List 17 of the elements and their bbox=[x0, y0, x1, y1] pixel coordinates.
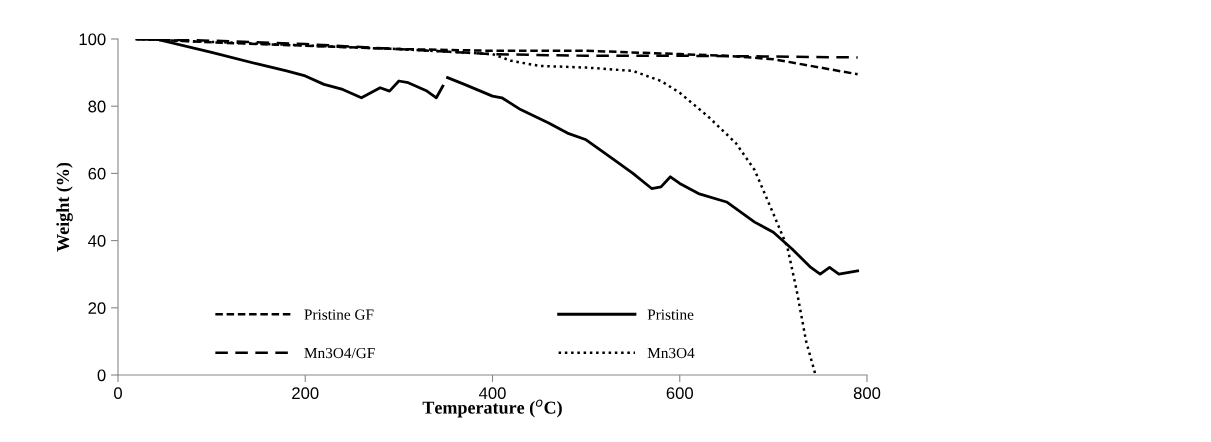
y-tick-label: 80 bbox=[88, 100, 106, 113]
x-tick-label: 600 bbox=[666, 387, 693, 400]
y-tick-label: 60 bbox=[88, 167, 106, 180]
y-axis-title: Weight (%) bbox=[56, 162, 73, 252]
x-tick-label: 800 bbox=[853, 387, 881, 400]
y-tick-label: 40 bbox=[88, 235, 106, 247]
y-tick-label: 100 bbox=[79, 33, 106, 46]
x-tick-label: 200 bbox=[292, 387, 319, 400]
legend-label: Mn3O4/GF bbox=[304, 347, 375, 359]
legend-label: Pristine GF bbox=[304, 309, 374, 320]
x-tick-label: 0 bbox=[114, 387, 122, 400]
x-axis-title: Temperature ($^{o}$C) bbox=[422, 399, 562, 418]
x-tick-label: 400 bbox=[478, 387, 506, 400]
y-tick-label: 20 bbox=[88, 302, 106, 314]
legend-label: Mn3O4 bbox=[647, 347, 695, 359]
y-tick-label: 0 bbox=[97, 369, 106, 382]
legend-label: Pristine bbox=[647, 309, 694, 320]
